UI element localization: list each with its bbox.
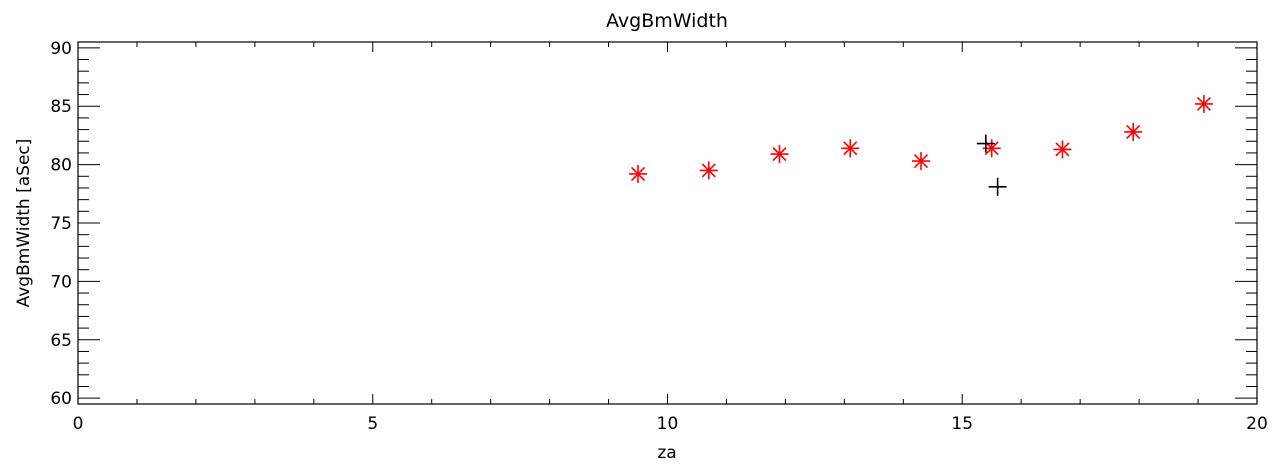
- asterisk-point: [699, 161, 718, 180]
- y-tick-label: 70: [50, 272, 72, 292]
- asterisk-point: [841, 139, 860, 158]
- asterisk-point: [1053, 140, 1072, 159]
- y-tick-label: 90: [50, 39, 72, 59]
- y-axis-label: AvgBmWidth [aSec]: [14, 139, 34, 308]
- y-tick-label: 75: [50, 214, 72, 234]
- y-tick-label: 80: [50, 156, 72, 176]
- asterisk-point: [770, 145, 789, 164]
- asterisk-point: [629, 164, 648, 183]
- y-tick-label: 65: [50, 331, 72, 351]
- x-tick-label: 20: [1246, 414, 1268, 434]
- chart-title: AvgBmWidth: [606, 10, 728, 32]
- x-tick-label: 10: [657, 414, 679, 434]
- data-points: [629, 94, 1213, 196]
- tick-labels: 0 5 10 15 20 60 65 70 75 80 85 90: [50, 39, 1267, 434]
- x-tick-label: 5: [367, 414, 378, 434]
- y-tick-label: 60: [50, 389, 72, 409]
- y-tick-label: 85: [50, 97, 72, 117]
- asterisk-point: [1124, 122, 1143, 141]
- plus-point: [976, 134, 995, 153]
- asterisk-point: [1194, 94, 1213, 113]
- x-axis-label: za: [657, 443, 676, 463]
- asterisk-point: [911, 152, 930, 171]
- x-tick-label: 0: [73, 414, 84, 434]
- plot-frame: [77, 41, 1258, 405]
- plus-point: [988, 177, 1007, 196]
- x-tick-label: 15: [951, 414, 973, 434]
- axis-ticks: [77, 42, 1258, 404]
